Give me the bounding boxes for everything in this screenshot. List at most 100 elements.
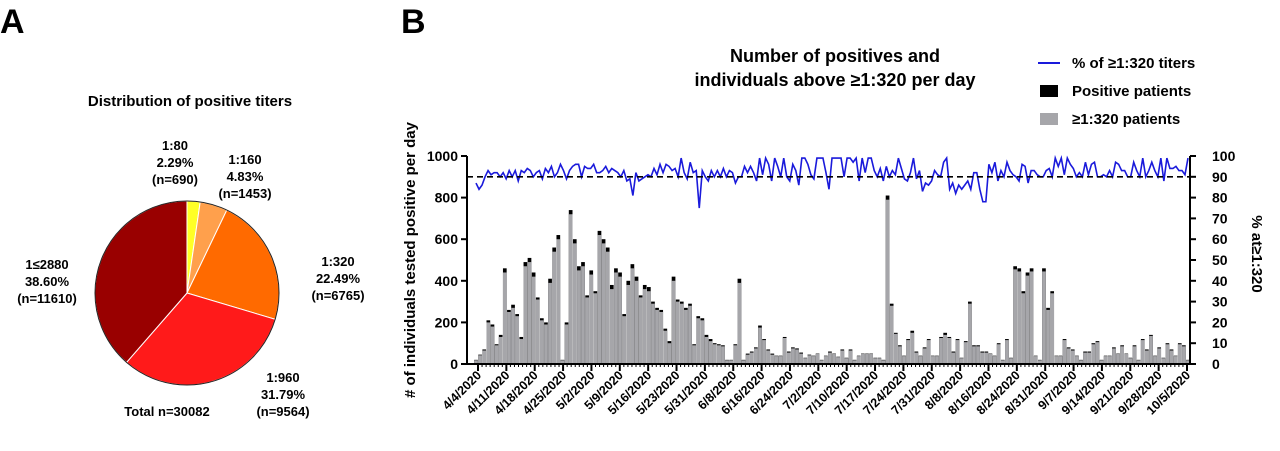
titer-320-bar: [996, 344, 1001, 364]
bar-chart-title: Number of positives and individuals abov…: [640, 44, 1030, 92]
titer-320-bar: [1037, 360, 1042, 364]
titer-320-bar: [1136, 360, 1141, 364]
titer-320-bar: [737, 282, 742, 364]
titer-320-bar: [885, 199, 890, 364]
titer-320-bar: [581, 266, 585, 364]
pie-slice-label: 1≤2880: [25, 257, 69, 272]
titer-320-bar: [844, 358, 849, 364]
pie-slice-percent: 31.79%: [260, 387, 306, 402]
titer-320-bar: [1120, 346, 1124, 364]
titer-320-bar: [910, 332, 915, 364]
titer-320-bar: [474, 360, 478, 364]
titer-320-bar: [634, 280, 639, 364]
titer-320-bar: [1054, 356, 1059, 364]
titer-320-bar: [815, 354, 820, 364]
pie-chart: [94, 200, 280, 386]
titer-320-bar: [667, 343, 672, 364]
bar-chart-title-line-1: Number of positives and: [729, 46, 941, 66]
pie-total-label: Total n=30082: [124, 404, 210, 419]
y-tick-label-left: 400: [435, 273, 459, 289]
titer-320-bar: [758, 327, 762, 364]
pie-label-1-320: 1:320 22.49% (n=6765): [298, 253, 378, 304]
titer-320-bar: [638, 297, 643, 364]
titer-320-bar: [1075, 356, 1079, 364]
titer-320-bar: [856, 356, 861, 364]
titer-320-bar: [515, 316, 519, 364]
titer-320-bar: [593, 293, 598, 364]
titer-320-bar: [1013, 269, 1017, 364]
titer-320-bar: [807, 355, 812, 364]
titer-320-bar: [811, 356, 816, 364]
titer-320-bar: [523, 266, 528, 364]
titer-320-bar: [906, 340, 910, 364]
titer-320-bar: [980, 352, 985, 364]
titer-320-bar: [708, 341, 713, 364]
titer-320-bar: [733, 345, 738, 364]
titer-320-bar: [935, 356, 939, 364]
y-tick-label-right: 50: [1212, 252, 1228, 268]
titer-320-bar: [1042, 271, 1046, 364]
pie-slice-count: (n=690): [152, 172, 198, 187]
titer-320-bar: [947, 338, 952, 364]
pie-slice-percent: 4.83%: [226, 169, 264, 184]
titer-320-bar: [605, 251, 610, 364]
titer-320-bar: [494, 345, 499, 364]
pie-slice-count: (n=9564): [256, 404, 310, 419]
titer-320-bar: [799, 353, 803, 364]
titer-320-bar: [914, 352, 919, 364]
pie-slice-label: 1:960: [266, 370, 300, 385]
titer-320-bar: [700, 320, 705, 364]
panel-label-a: A: [0, 3, 25, 41]
titer-320-bar: [1140, 340, 1145, 364]
pie-label-1-160: 1:160 4.83% (n=1453): [205, 151, 285, 202]
titer-320-bar: [626, 284, 631, 364]
titer-320-bar: [511, 307, 515, 364]
titer-320-bar: [486, 322, 491, 364]
percent-line: [475, 154, 1189, 209]
titer-320-bar: [630, 268, 635, 364]
titer-320-bar: [926, 340, 931, 364]
pie-label-1-2880: 1≤2880 38.60% (n=11610): [4, 256, 90, 307]
y-tick-label-right: 40: [1212, 273, 1228, 289]
y-tick-label-right: 30: [1212, 294, 1228, 310]
pie-slice-percent: 22.49%: [315, 271, 361, 286]
titer-320-bar: [1066, 348, 1071, 364]
titer-320-bar: [556, 239, 561, 364]
titer-320-bar: [564, 324, 569, 364]
titer-320-bar: [762, 340, 766, 364]
titer-320-bar: [1017, 271, 1022, 364]
titer-320-bar: [898, 346, 902, 364]
legend-bar-swatch: [1040, 85, 1058, 97]
titer-320-bar: [861, 354, 865, 364]
titer-320-bar: [791, 348, 795, 364]
titer-320-bar: [675, 301, 680, 364]
y-axis-title-left: # of individuals tested positive per day: [402, 121, 419, 398]
titer-320-bar: [1157, 348, 1162, 364]
titer-320-bar: [1169, 350, 1174, 364]
titer-320-bar: [955, 340, 960, 364]
titer-320-bar: [704, 336, 709, 364]
titer-320-bar: [786, 352, 791, 364]
y-tick-label-left: 0: [450, 356, 458, 372]
titer-320-bar: [1103, 356, 1108, 364]
titer-320-bar: [741, 360, 746, 364]
titer-320-bar: [540, 320, 544, 364]
titer-320-bar: [869, 354, 873, 364]
titer-320-bar: [527, 262, 532, 364]
titer-320-bar: [1009, 358, 1013, 364]
titer-320-bar: [651, 303, 655, 364]
titer-320-bar: [548, 282, 552, 364]
y-tick-label-left: 800: [435, 190, 459, 206]
titer-320-bar: [696, 318, 701, 364]
titer-320-bar: [918, 356, 923, 364]
titer-320-bar: [1161, 358, 1166, 364]
titer-320-bar: [1165, 344, 1170, 364]
titer-320-bar: [930, 356, 935, 364]
titer-320-bar: [671, 280, 676, 364]
titer-320-bar: [877, 358, 882, 364]
titer-320-bar: [803, 358, 808, 364]
titer-320-bar: [622, 316, 627, 364]
titer-320-bar: [1116, 354, 1120, 364]
titer-320-bar: [659, 312, 664, 364]
titer-320-bar: [1144, 350, 1149, 364]
